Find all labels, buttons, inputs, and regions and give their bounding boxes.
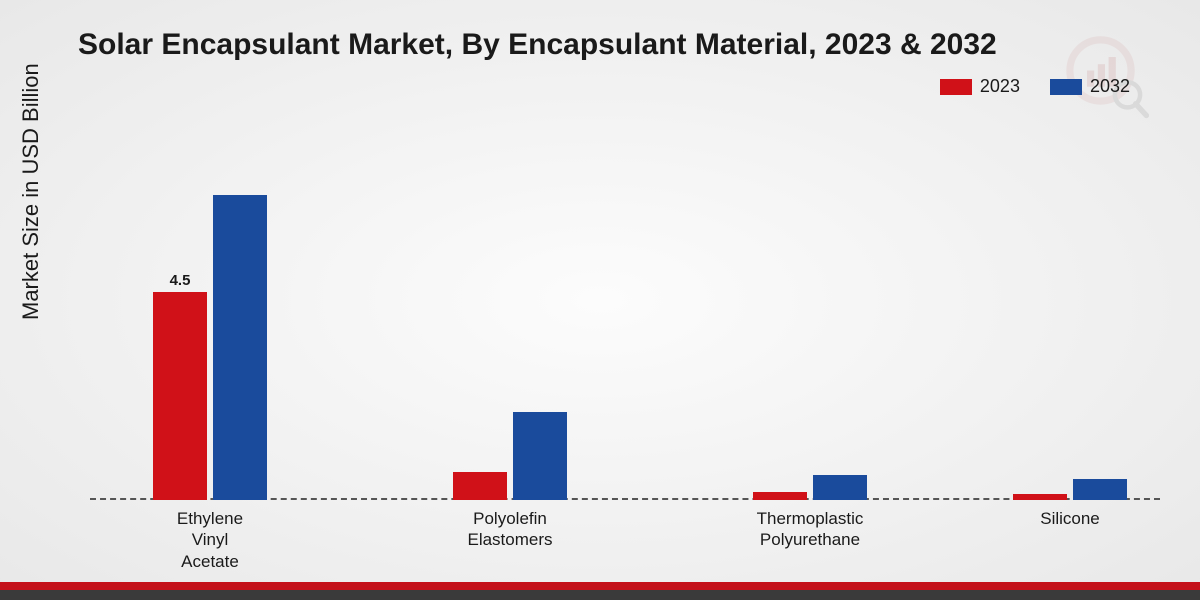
legend-swatch-2032 <box>1050 79 1082 95</box>
bar-2023-eva: 4.5 <box>153 292 207 500</box>
watermark-logo <box>1060 30 1150 120</box>
bar-group-poe: PolyolefinElastomers <box>430 412 590 500</box>
bar-2032-poe <box>513 412 567 500</box>
footer-accent-red <box>0 582 1200 590</box>
y-axis-label: Market Size in USD Billion <box>18 63 44 320</box>
chart-plot-area: 4.5EthyleneVinylAcetate PolyolefinElastom… <box>90 130 1160 500</box>
category-label-tpu: ThermoplasticPolyurethane <box>757 508 864 551</box>
footer-accent-dark <box>0 590 1200 600</box>
legend-label-2032: 2032 <box>1090 76 1130 97</box>
bar-group-tpu: ThermoplasticPolyurethane <box>730 475 890 500</box>
chart-title: Solar Encapsulant Market, By Encapsulant… <box>78 28 997 62</box>
category-label-silicone: Silicone <box>1040 508 1100 529</box>
bar-2032-tpu <box>813 475 867 500</box>
bar-value-label: 4.5 <box>170 272 191 289</box>
bar-group-eva: 4.5EthyleneVinylAcetate <box>130 195 290 500</box>
legend-label-2023: 2023 <box>980 76 1020 97</box>
bar-2032-eva <box>213 195 267 500</box>
legend-item-2023: 2023 <box>940 76 1020 97</box>
legend-item-2032: 2032 <box>1050 76 1130 97</box>
legend-swatch-2023 <box>940 79 972 95</box>
legend: 2023 2032 <box>940 76 1130 97</box>
bar-2023-poe <box>453 472 507 500</box>
bar-group-silicone: Silicone <box>990 479 1150 500</box>
bar-2032-silicone <box>1073 479 1127 500</box>
category-label-eva: EthyleneVinylAcetate <box>177 508 243 572</box>
bar-2023-silicone <box>1013 494 1067 500</box>
bar-2023-tpu <box>753 492 807 500</box>
category-label-poe: PolyolefinElastomers <box>467 508 552 551</box>
